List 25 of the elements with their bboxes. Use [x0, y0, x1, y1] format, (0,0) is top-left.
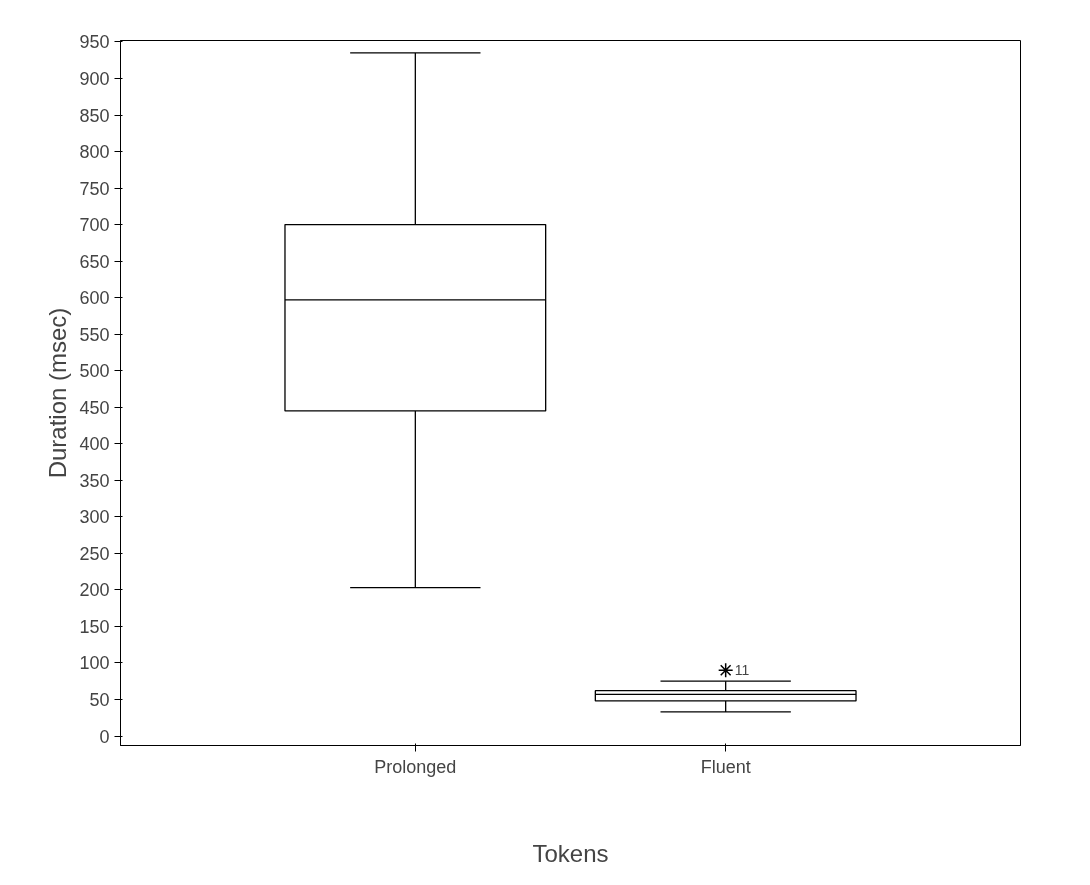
- y-tick-label: 250: [79, 543, 110, 564]
- y-tick-label: 0: [99, 726, 110, 747]
- y-axis-title: Duration (msec): [44, 307, 72, 479]
- y-tick-label: 800: [79, 142, 110, 163]
- y-tick-label: 550: [79, 324, 110, 345]
- x-tick-label: Prolonged: [374, 756, 457, 777]
- x-tick-label: Fluent: [700, 756, 751, 777]
- y-tick-label: 200: [79, 580, 110, 601]
- y-tick-label: 450: [79, 397, 110, 418]
- y-tick-label: 650: [79, 251, 110, 272]
- y-tick-label: 350: [79, 470, 110, 491]
- y-tick-label: 850: [79, 105, 110, 126]
- x-axis-title: Tokens: [532, 839, 609, 867]
- y-tick-label: 700: [79, 215, 110, 236]
- y-tick-label: 150: [79, 616, 110, 637]
- y-tick-label: 750: [79, 178, 110, 199]
- annotation: 11: [734, 662, 750, 679]
- y-tick-label: 400: [79, 434, 110, 455]
- y-tick-label: 900: [79, 68, 110, 89]
- y-tick-label: 50: [89, 689, 110, 710]
- y-tick-label: 500: [79, 361, 110, 382]
- y-tick-label: 100: [79, 653, 110, 674]
- y-tick-label: 950: [79, 32, 110, 53]
- y-tick-label: 600: [79, 288, 110, 309]
- y-tick-label: 300: [79, 507, 110, 528]
